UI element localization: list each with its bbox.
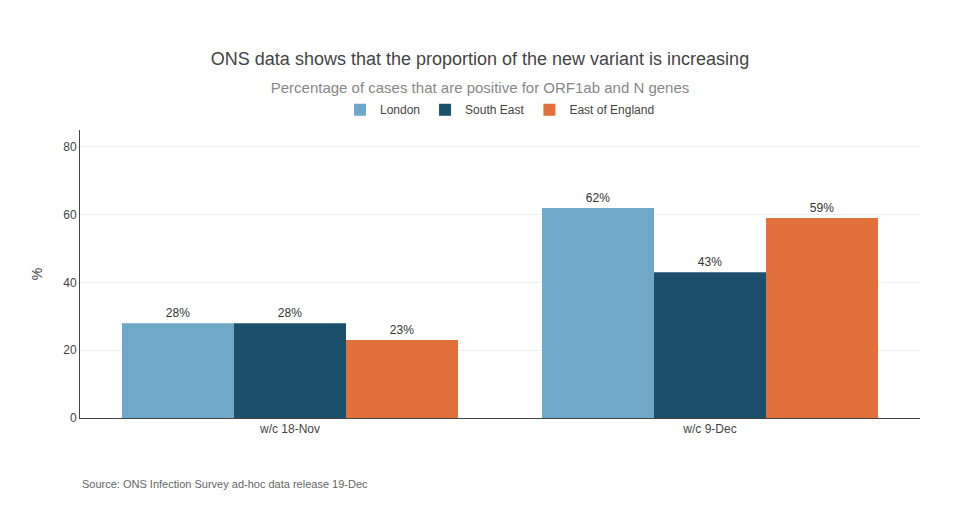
svg-text:28%: 28% (166, 306, 190, 320)
svg-text:Source: ONS Infection Survey a: Source: ONS Infection Survey ad-hoc data… (82, 478, 368, 490)
svg-text:62%: 62% (586, 191, 610, 205)
svg-text:w/c 9-Dec: w/c 9-Dec (682, 422, 736, 436)
svg-text:London: London (380, 103, 420, 117)
svg-text:80: 80 (63, 140, 77, 154)
svg-text:23%: 23% (390, 323, 414, 337)
svg-text:20: 20 (63, 343, 77, 357)
svg-text:South East: South East (465, 103, 524, 117)
svg-text:28%: 28% (278, 306, 302, 320)
svg-text:60: 60 (63, 208, 77, 222)
svg-text:0: 0 (70, 411, 77, 425)
svg-text:Percentage of cases that are p: Percentage of cases that are positive fo… (271, 79, 690, 96)
svg-text:%: % (29, 268, 45, 280)
svg-text:East of England: East of England (569, 103, 654, 117)
svg-text:w/c 18-Nov: w/c 18-Nov (259, 422, 320, 436)
svg-text:ONS data shows that the propor: ONS data shows that the proportion of th… (211, 49, 749, 69)
svg-text:43%: 43% (698, 255, 722, 269)
svg-text:59%: 59% (810, 201, 834, 215)
svg-text:40: 40 (63, 276, 77, 290)
